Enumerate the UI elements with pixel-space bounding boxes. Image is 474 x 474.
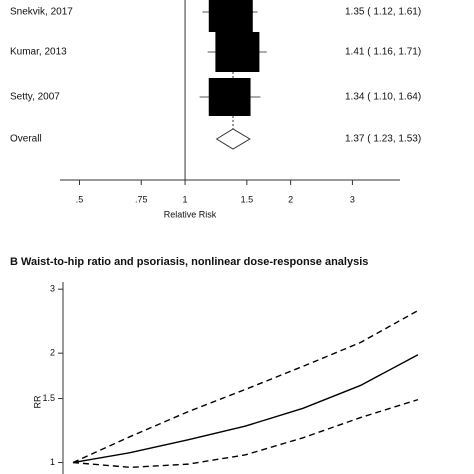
x-axis-label: Relative Risk (164, 209, 217, 219)
study-label: Overall (10, 134, 42, 145)
point-box (208, 0, 253, 32)
y-tick-label: 1 (50, 457, 55, 467)
curve (72, 309, 419, 464)
estimate-label: 1.41 ( 1.16, 1.71) (345, 47, 421, 58)
study-label: Kumar, 2013 (10, 47, 67, 58)
estimate-label: 1.37 ( 1.23, 1.53) (345, 134, 421, 145)
x-tick-label: 1.5 (241, 194, 254, 204)
x-tick-label: 3 (350, 194, 355, 204)
y-tick-label: 2 (50, 348, 55, 358)
x-tick-label: 2 (288, 194, 293, 204)
point-box (215, 32, 260, 72)
overall-diamond (215, 128, 251, 150)
study-label: Snekvik, 2017 (10, 7, 73, 18)
study-label: Setty, 2007 (10, 92, 60, 103)
estimate-label: 1.35 ( 1.12, 1.61) (345, 7, 421, 18)
x-tick-label: .5 (76, 194, 84, 204)
y-tick-label: 3 (50, 284, 55, 294)
curve (72, 398, 419, 469)
curve (72, 354, 419, 464)
point-box (208, 78, 251, 116)
panel-title: B Waist-to-hip ratio and psoriasis, nonl… (10, 256, 368, 268)
estimate-label: 1.34 ( 1.10, 1.64) (345, 92, 421, 103)
y-axis-label: RR (32, 395, 42, 408)
x-tick-label: 1 (183, 194, 188, 204)
y-tick-label: 1.5 (42, 393, 55, 403)
x-tick-label: .75 (135, 194, 148, 204)
